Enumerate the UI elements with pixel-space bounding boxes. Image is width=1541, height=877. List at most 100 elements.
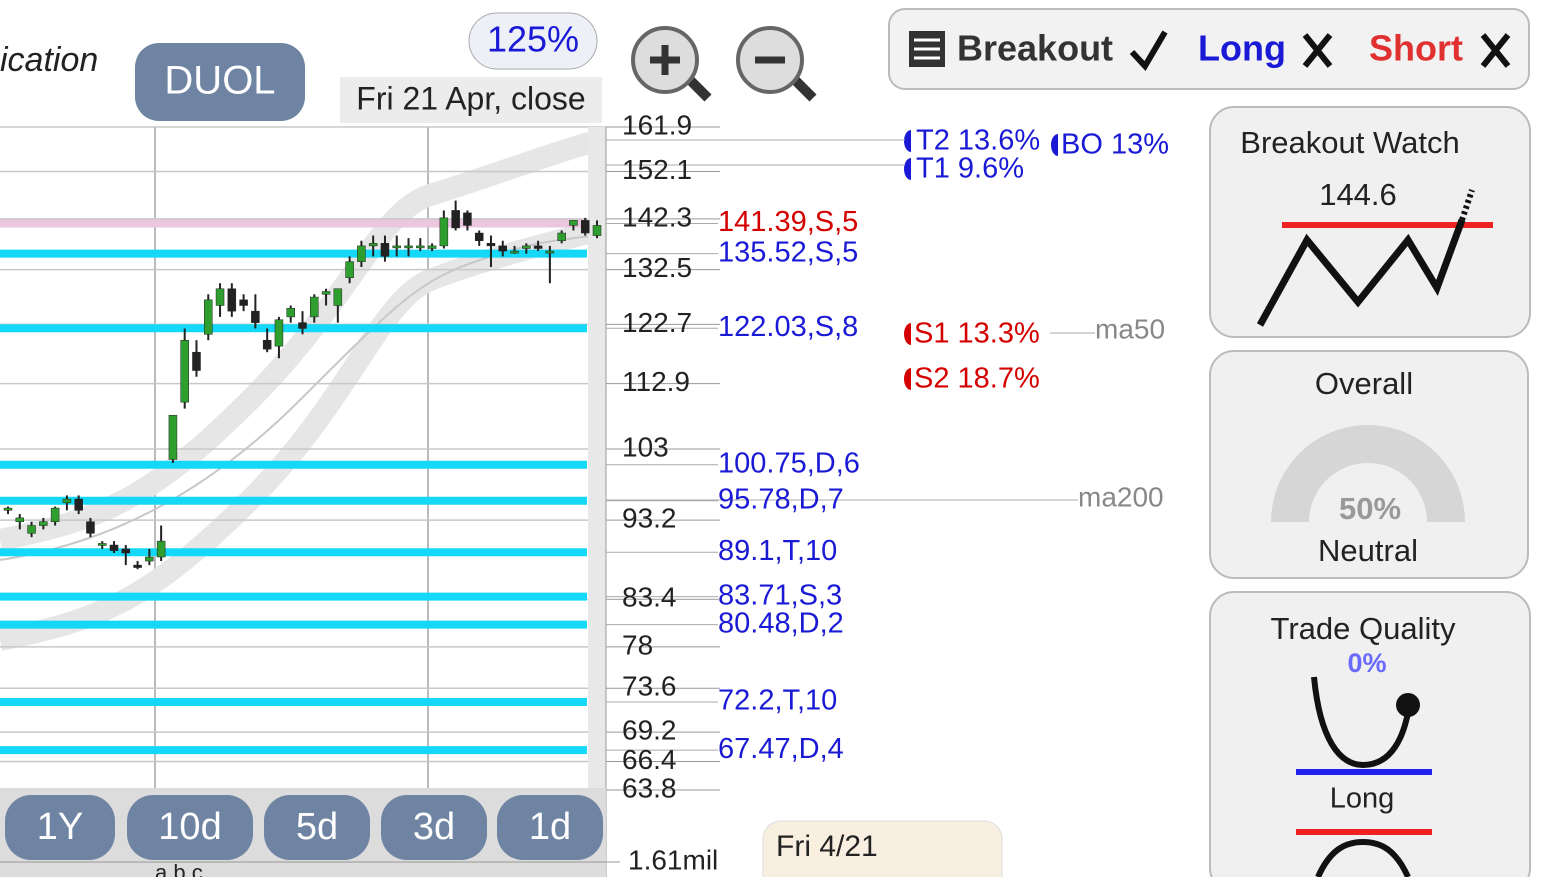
candle-body	[510, 250, 519, 254]
y-tick-label: 63.8	[622, 772, 677, 803]
candle-body	[3, 507, 13, 511]
level-label: 67.47,D,4	[718, 733, 844, 765]
candle-body	[97, 543, 107, 546]
gauge-value: 50%	[1339, 491, 1401, 526]
candle-body	[474, 232, 484, 241]
short-label[interactable]: Short	[1369, 28, 1463, 69]
panel[interactable]	[1209, 591, 1531, 877]
candle-body	[145, 556, 154, 562]
candle-body	[569, 220, 578, 226]
button-label: 1Y	[37, 806, 83, 848]
zigzag-icon	[1459, 189, 1475, 221]
timeframe-button[interactable]: 10d	[127, 795, 253, 860]
timeframe-button[interactable]: 5d	[264, 795, 370, 860]
candle-body	[380, 243, 390, 257]
candle-body	[274, 319, 284, 347]
candle-body	[298, 322, 307, 329]
candle-body	[333, 288, 343, 306]
button-bg	[381, 795, 487, 860]
quality-icon	[1311, 676, 1413, 769]
timeframe-button[interactable]: 3d	[381, 795, 487, 860]
y-tick-label: 78	[622, 629, 653, 660]
ma-line	[0, 234, 601, 561]
candle-body	[50, 507, 60, 522]
price-axis: 161.9 152.1 142.3 132.5 122.7 112.9 103 93.2 83.…	[606, 109, 720, 803]
level-label: 89.1,T,10	[718, 535, 837, 567]
panel-value: 144.6	[1319, 177, 1397, 212]
timeframes: 1Y 10d 5d 3d 1d	[5, 795, 603, 860]
ticker-button[interactable]	[135, 43, 305, 121]
ticker: DUOL	[164, 59, 275, 103]
candle-body	[180, 339, 189, 403]
y-tick-label: 103	[622, 431, 669, 462]
level-label: 95.78,D,7	[718, 483, 844, 515]
marker	[904, 323, 911, 345]
level-label: 135.52,S,5	[718, 236, 858, 268]
candle-body	[168, 414, 178, 460]
candle-body	[345, 261, 354, 279]
button-label: 1d	[529, 806, 571, 848]
cross	[1480, 33, 1511, 68]
gauge-status: Neutral	[1318, 533, 1418, 568]
marker	[904, 158, 911, 180]
marker	[1051, 134, 1058, 156]
candle-body	[39, 521, 48, 526]
candle-body	[439, 217, 449, 247]
panel-value: 0%	[1347, 648, 1386, 678]
breakout-label[interactable]: Breakout	[957, 28, 1113, 69]
candle-body	[486, 243, 496, 247]
quality-icon	[1315, 838, 1411, 877]
y-tick-label: 83.4	[622, 582, 677, 613]
candle-body	[321, 291, 331, 295]
quality-icon	[1396, 693, 1420, 717]
level-label: 72.2,T,10	[718, 685, 837, 717]
candle-body	[310, 296, 319, 318]
zoom: 125%	[487, 19, 579, 60]
candle-body	[368, 243, 378, 247]
level-label: 141.39,S,5	[718, 206, 858, 238]
zoom-in[interactable]	[631, 26, 712, 102]
zoom-badge[interactable]	[468, 12, 598, 70]
button-bg	[264, 795, 370, 860]
toolbar	[888, 8, 1530, 90]
target-label: BO 13%	[1061, 129, 1169, 161]
candle-body	[239, 299, 248, 306]
zoom-out[interactable]	[736, 26, 817, 102]
long-label[interactable]: Long	[1198, 28, 1286, 69]
candle-body	[357, 245, 366, 262]
candle-body	[533, 245, 543, 249]
candle-body	[427, 245, 437, 249]
y-tick-label: 152.1	[622, 154, 692, 185]
candle-body	[62, 498, 72, 504]
target-label: S2 18.7%	[914, 363, 1040, 395]
info-box	[762, 820, 1003, 877]
level-label: 83.71,S,3	[718, 579, 842, 611]
candle-body	[86, 521, 95, 534]
button-label: 3d	[413, 806, 455, 848]
timeframe-button[interactable]: 1Y	[5, 795, 115, 860]
candle-body	[404, 245, 413, 249]
zigzag-icon	[1256, 218, 1466, 327]
menu-icon[interactable]	[909, 31, 945, 67]
target-label: T2 13.6%	[916, 125, 1040, 157]
date: Fri 21 Apr, close	[356, 80, 585, 116]
candle-body	[557, 232, 566, 241]
candle-body	[156, 540, 166, 558]
candle-body	[215, 288, 225, 306]
cross	[1302, 33, 1333, 68]
y-tick-label: 93.2	[622, 503, 677, 534]
y-tick-label: 66.4	[622, 744, 677, 775]
level-label: 122.03,S,8	[718, 311, 858, 343]
target-label: T1 9.6%	[916, 153, 1024, 185]
candle-body	[262, 339, 272, 350]
target-label: S1 13.3%	[914, 318, 1040, 350]
scrollbar	[588, 127, 606, 877]
footer-fragment: a b c	[155, 860, 203, 877]
y-tick-label: 142.3	[622, 201, 692, 232]
candle-body	[204, 299, 213, 335]
panel-title: Trade Quality	[1271, 611, 1456, 646]
candle-body	[580, 220, 590, 234]
timeframe-button[interactable]: 1d	[497, 795, 603, 860]
candle-body	[416, 245, 425, 249]
